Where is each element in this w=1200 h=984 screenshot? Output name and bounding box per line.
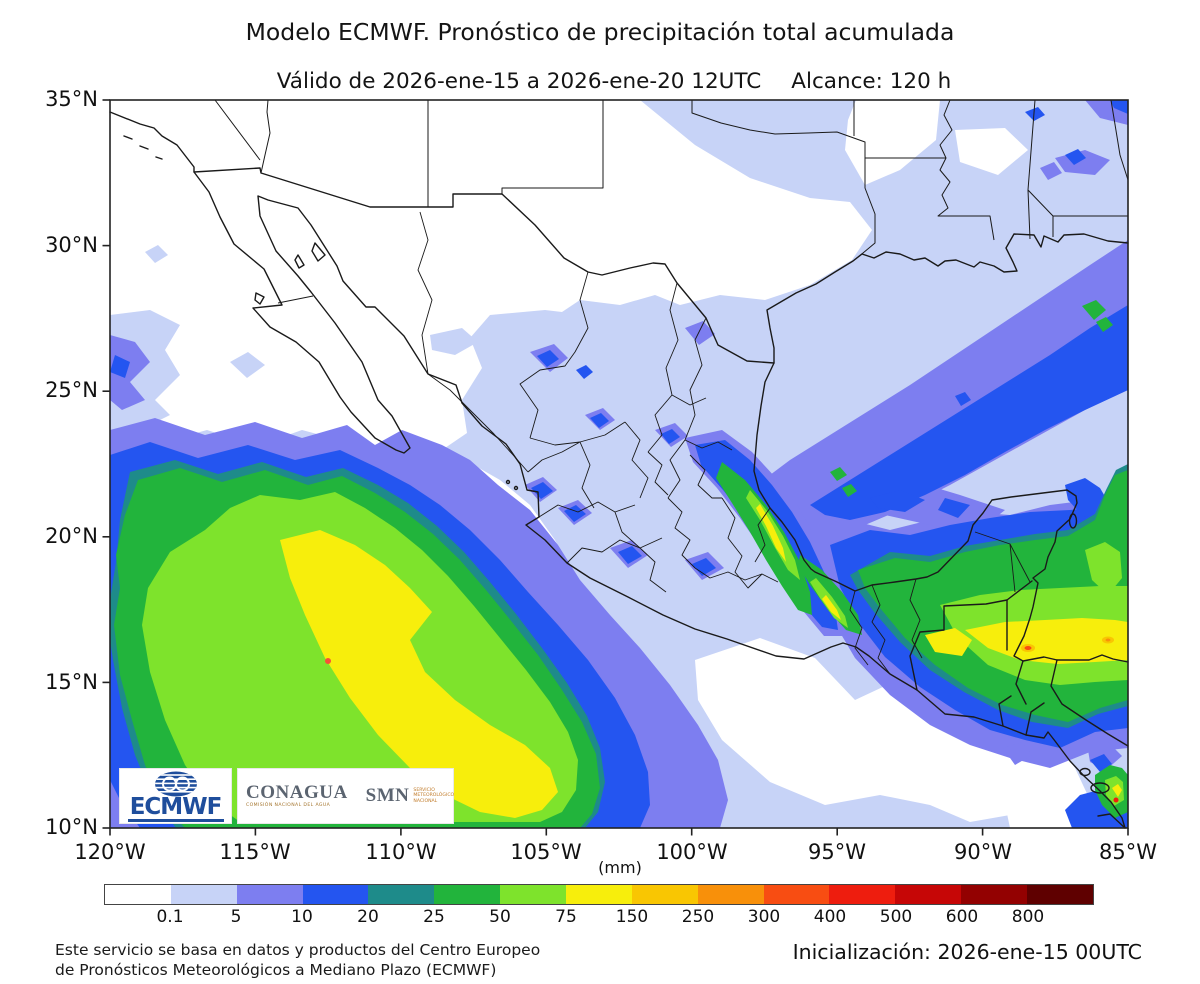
colorbar-tick: 25 [423,907,445,927]
x-tick-110w: 110°W [365,840,437,864]
conagua-tagline: COMISIÓN NACIONAL DEL AGUA [246,803,331,808]
ecmwf-globe-icon [154,771,197,796]
colorbar-tick: 250 [681,907,715,927]
subtitle: Válido de 2026-ene-15 a 2026-ene-20 12UT… [0,69,1200,94]
ecmwf-tagline-bar [127,818,224,822]
colorbar-tick: 10 [291,907,313,927]
x-tick-85w: 85°W [1099,840,1157,864]
colorbar-tick: 600 [945,907,979,927]
colorbar-cell [105,885,171,904]
y-tick-15n: 15°N [45,670,98,694]
colorbar-tick: 300 [747,907,781,927]
colorbar-tick: 500 [879,907,913,927]
valid-range-text: Válido de 2026-ene-15 a 2026-ene-20 12UT… [276,69,762,94]
colorbar-cell [763,885,830,904]
y-tick-20n: 20°N [45,524,98,548]
smn-tagline: SERVICIO METEOROLÓGICO NACIONAL [413,787,455,804]
map-canvas [102,99,1129,836]
colorbar-cell [302,885,369,904]
colorbar-tick: 400 [813,907,847,927]
colorbar-cell [566,885,632,904]
y-tick-35n: 35°N [45,87,98,111]
colorbar-cell [895,885,962,904]
ecmwf-label: ECMWF [129,793,223,820]
x-tick-115w: 115°W [219,840,291,864]
mexican-state-borders [277,211,1031,675]
colorbar-cell [434,885,501,904]
initialization-text: Inicialización: 2026-ene-15 00UTC [792,940,1142,964]
colorbar-cell [631,885,698,904]
us-state-borders [214,99,1129,262]
conagua-smn-logo: CONAGUA COMISIÓN NACIONAL DEL AGUA SMN S… [238,769,455,823]
colorbar-units-label: (mm) [598,858,642,877]
colorbar-tick: 150 [615,907,649,927]
precipitation-map [98,88,1140,840]
x-tick-90w: 90°W [954,840,1012,864]
precip-level-75-150 [280,504,1128,818]
colorbar-tick: 50 [489,907,511,927]
service-disclaimer: Este servicio se basa en datos y product… [55,941,540,980]
disclaimer-line-1: Este servicio se basa en datos y product… [55,941,541,959]
coastlines [109,111,1129,829]
conagua-text-block: CONAGUA COMISIÓN NACIONAL DEL AGUA [246,782,348,808]
y-tick-30n: 30°N [45,233,98,257]
colorbar-cell [1027,885,1093,904]
smn-name: SMN [365,785,410,806]
colorbar [104,884,1094,905]
y-tick-25n: 25°N [45,378,98,402]
precip-maxima-spots [325,636,1119,803]
colorbar-tick: 0.1 [156,907,184,927]
colorbar-cell [500,885,567,904]
colorbar-cell [697,885,764,904]
forecast-reach-text: Alcance: 120 h [791,69,952,94]
colorbar-tick: 5 [230,907,242,927]
x-tick-95w: 95°W [808,840,866,864]
smn-text-block: SMN [365,785,410,806]
page-title: Modelo ECMWF. Pronóstico de precipitació… [245,18,955,46]
x-tick-120w: 120°W [74,840,146,864]
colorbar-tick: 75 [555,907,577,927]
colorbar-cell [368,885,435,904]
colorbar-cell [829,885,896,904]
colorbar-tick: 800 [1011,907,1045,927]
colorbar-cell [961,885,1028,904]
ecmwf-logo: ECMWF [120,769,231,823]
map-frame [102,99,1129,836]
colorbar-cell [236,885,303,904]
conagua-name: CONAGUA [246,782,348,803]
y-tick-10n: 10°N [45,815,98,839]
colorbar-tick: 20 [357,907,379,927]
x-tick-105w: 105°W [510,840,582,864]
colorbar-cell [170,885,237,904]
x-tick-100w: 100°W [656,840,728,864]
disclaimer-line-2: de Pronósticos Meteorológicos a Mediano … [55,960,497,979]
